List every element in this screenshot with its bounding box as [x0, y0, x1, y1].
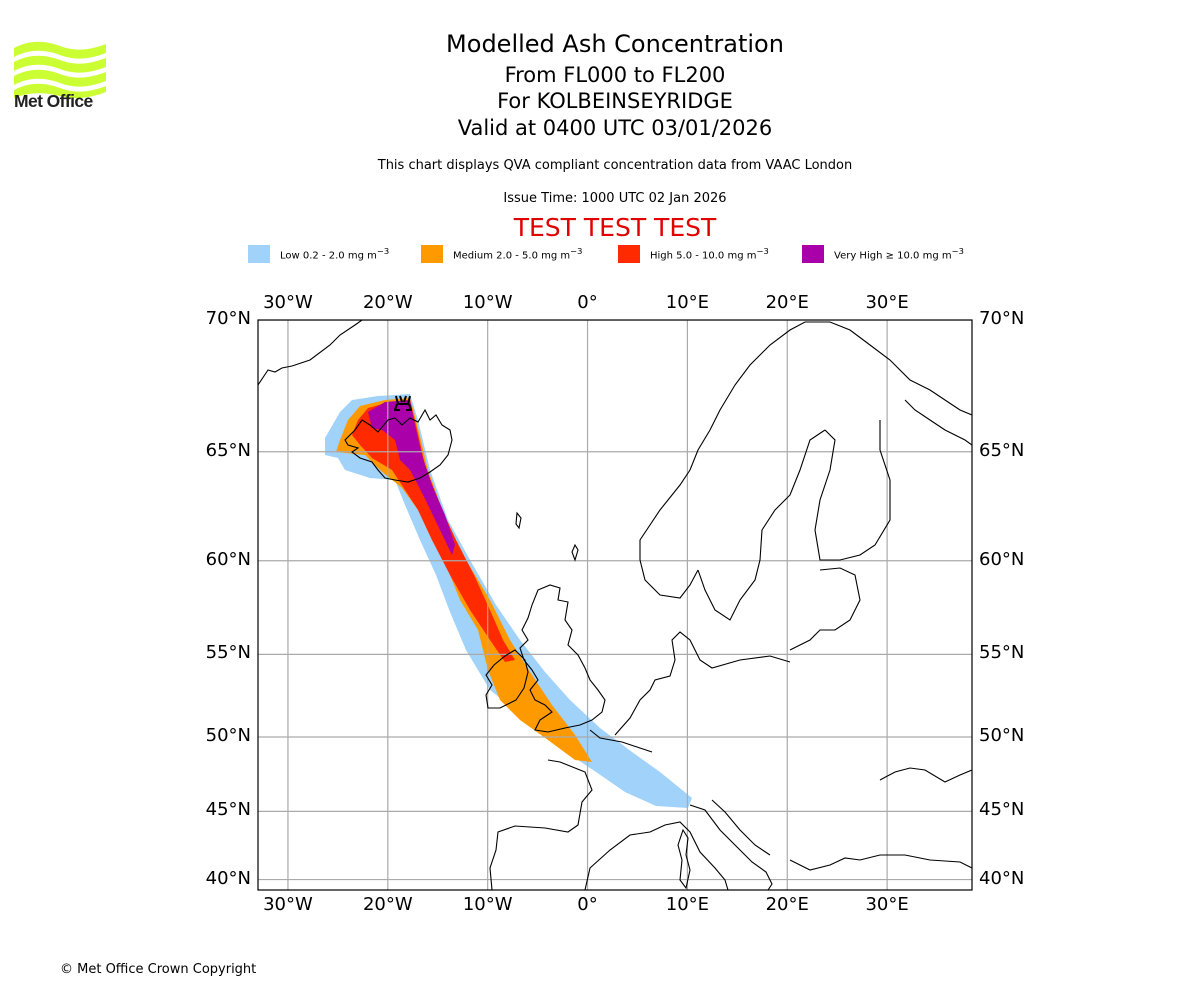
coastline-ireland — [485, 649, 529, 709]
coastline-mediterranean — [584, 821, 729, 890]
lon-tick-label-bottom: 30°W — [263, 894, 313, 915]
lat-tick-label-left: 55°N — [205, 642, 251, 664]
legend-item-low: Low 0.2 - 2.0 mg m−3 — [248, 244, 389, 264]
lon-tick-label-top: 10°W — [462, 292, 513, 313]
copyright-notice: © Met Office Crown Copyright — [60, 962, 257, 977]
lat-tick-label-right: 55°N — [979, 642, 1025, 664]
lon-tick-label-bottom: 10°E — [665, 894, 710, 915]
coastline-balkans — [789, 854, 972, 871]
coastline-france-iberia — [489, 759, 593, 890]
lon-tick-label-bottom: 10°W — [462, 894, 513, 915]
lat-tick-label-left: 65°N — [205, 439, 251, 461]
met-office-logo-icon — [14, 41, 106, 99]
legend-label-very-high: Very High ≥ 10.0 mg m−3 — [834, 246, 964, 262]
lon-tick-label-top: 20°W — [362, 292, 413, 313]
coastline-corsica-sardinia — [677, 828, 691, 890]
legend-item-medium: Medium 2.0 - 5.0 mg m−3 — [421, 244, 582, 264]
lat-tick-label-right: 70°N — [979, 308, 1025, 329]
ash-plume-high — [352, 400, 515, 662]
coastline-sweden-east — [697, 429, 826, 621]
lon-tick-label-top: 0° — [577, 292, 598, 313]
valid-time: Valid at 0400 UTC 03/01/2026 — [457, 116, 773, 140]
lon-tick-label-top: 30°E — [865, 292, 909, 313]
lat-tick-label-right: 40°N — [979, 867, 1025, 889]
chart-subtitle: This chart displays QVA compliant concen… — [377, 158, 853, 173]
legend-label-medium: Medium 2.0 - 5.0 mg m−3 — [453, 246, 583, 262]
legend-item-high: High 5.0 - 10.0 mg m−3 — [618, 244, 769, 264]
chart-title: Modelled Ash Concentration — [446, 30, 784, 58]
coastline-shetland — [571, 543, 579, 562]
lat-tick-label-right: 65°N — [979, 439, 1025, 461]
ash-plume-very-high — [368, 400, 455, 555]
lat-tick-label-left: 50°N — [205, 725, 251, 746]
coastline-norway-south — [639, 559, 699, 599]
flight-level-range: From FL000 to FL200 — [504, 63, 726, 87]
map-frame — [257, 319, 973, 891]
coastline-baltics — [789, 567, 861, 651]
lon-tick-label-bottom: 20°W — [362, 894, 413, 915]
legend-swatch-very-high — [802, 245, 824, 263]
lon-tick-label-top: 10°E — [665, 292, 710, 313]
met-office-logo-text: Met Office — [14, 91, 93, 111]
coastline-scandinavia — [639, 321, 972, 560]
lat-tick-label-left: 40°N — [205, 867, 251, 889]
test-banner: TEST TEST TEST — [513, 213, 717, 242]
volcano-name: For KOLBEINSEYRIDGE — [497, 89, 733, 113]
legend-item-very-high: Very High ≥ 10.0 mg m−3 — [802, 244, 964, 264]
coastline-great-britain — [519, 584, 606, 733]
lat-tick-label-right: 50°N — [979, 725, 1025, 746]
ash-plume — [325, 394, 692, 808]
legend-swatch-low — [248, 245, 270, 263]
legend-swatch-high — [618, 245, 640, 263]
issue-time: Issue Time: 1000 UTC 02 Jan 2026 — [503, 191, 727, 206]
coastline-north-sea — [614, 631, 791, 736]
legend-label-low: Low 0.2 - 2.0 mg m−3 — [280, 246, 390, 262]
coastline-iceland — [344, 408, 453, 483]
legend-label-high: High 5.0 - 10.0 mg m−3 — [650, 246, 769, 262]
coastline-finland — [814, 420, 891, 561]
coastlines — [258, 320, 972, 890]
lat-tick-label-left: 70°N — [205, 308, 251, 329]
lat-tick-label-right: 45°N — [979, 799, 1025, 821]
lon-tick-label-top: 30°W — [263, 292, 313, 313]
lon-tick-label-bottom: 0° — [577, 894, 598, 915]
coastline-adriatic — [711, 799, 771, 856]
coastline-italy — [689, 804, 773, 890]
legend-swatch-medium — [421, 245, 443, 263]
coastline-faroe — [515, 511, 522, 530]
lon-tick-label-bottom: 20°E — [765, 894, 809, 915]
lat-tick-label-left: 60°N — [205, 548, 251, 570]
coastline-black-sea — [879, 767, 972, 783]
lat-tick-label-right: 60°N — [979, 548, 1025, 570]
lat-tick-label-left: 45°N — [205, 799, 251, 821]
lon-tick-label-bottom: 30°E — [865, 894, 909, 915]
lon-tick-label-top: 20°E — [765, 292, 809, 313]
coastline-greenland — [258, 320, 363, 386]
map-gridlines — [258, 320, 972, 890]
coastline-western-france — [589, 729, 653, 753]
coastline-russia-north — [904, 399, 972, 446]
volcano-icon — [394, 395, 412, 411]
